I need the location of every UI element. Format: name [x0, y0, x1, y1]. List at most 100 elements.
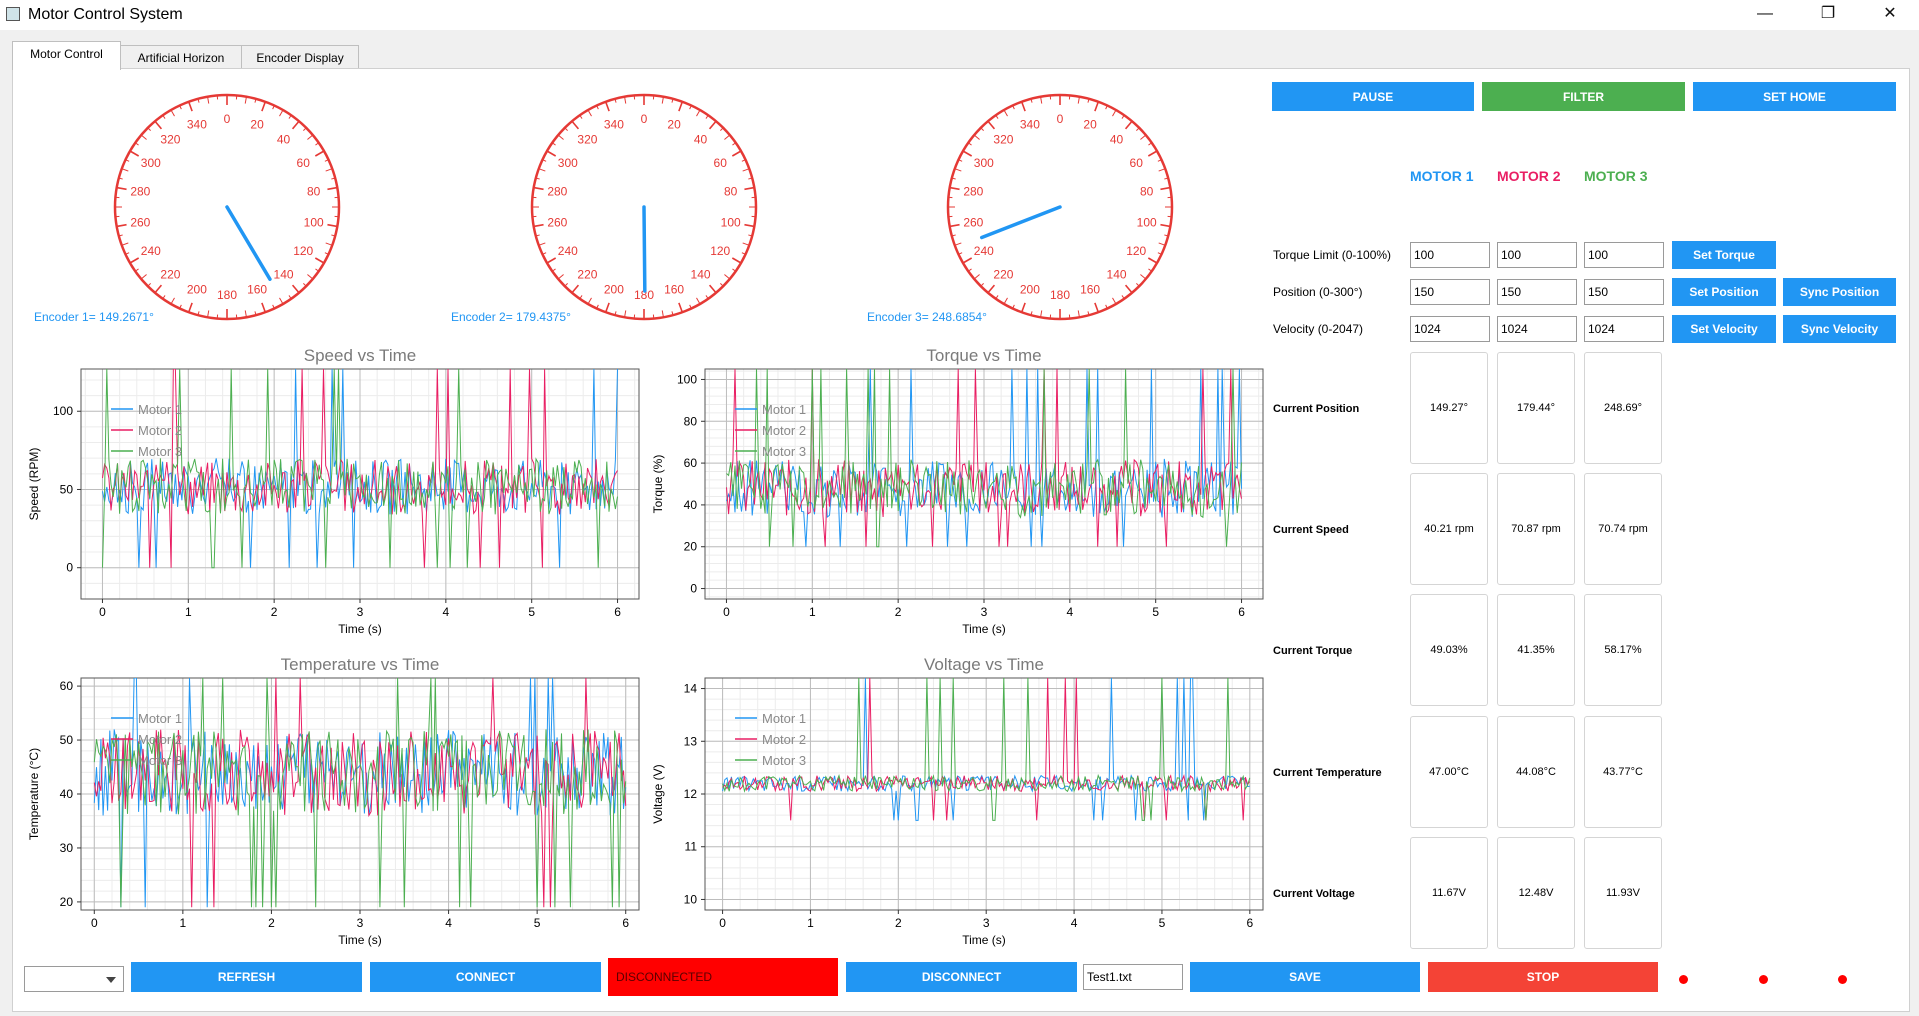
- gauge-tick: [1136, 127, 1140, 131]
- torque-input-motor-1[interactable]: [1410, 242, 1490, 268]
- gauge-tick-label: 120: [710, 244, 730, 258]
- gauge-tick: [579, 114, 583, 119]
- gauge-tick: [995, 114, 999, 119]
- gauge-tick: [279, 297, 284, 305]
- minimize-icon[interactable]: —: [1757, 5, 1773, 22]
- temperature-card-motor-1: 47.00°C: [1410, 716, 1488, 828]
- gauge-tick: [125, 159, 130, 162]
- position-input-motor-3[interactable]: [1584, 279, 1664, 305]
- x-axis-label: Time (s): [962, 933, 1006, 947]
- torque-input-motor-3[interactable]: [1584, 242, 1664, 268]
- chart-canvas: Temperature vs Time 0 1 2 3 4 5 6 20 30 40 50 60 Time…: [27, 655, 640, 947]
- gauge-tick: [1124, 284, 1133, 294]
- gauge-tick-label: 340: [187, 117, 207, 131]
- gauge-tick: [1087, 311, 1090, 316]
- gauge-tick: [129, 150, 140, 157]
- velocity-input-motor-3[interactable]: [1584, 316, 1664, 342]
- gauge-tick-label: 320: [993, 133, 1013, 147]
- gauge-tick: [731, 257, 742, 264]
- gauge-tick: [254, 311, 257, 316]
- y-tick-label: 0: [690, 582, 697, 596]
- gauge-tick: [973, 134, 980, 140]
- set-home-button[interactable]: SET HOME: [1693, 82, 1896, 111]
- current-temperature-label: Current Temperature: [1273, 767, 1382, 779]
- x-tick-label: 5: [1152, 605, 1159, 619]
- gauge-tick: [987, 120, 996, 130]
- gauge-tick-label: 40: [1110, 133, 1124, 147]
- encoder-3-label: Encoder 3= 248.6854°: [867, 310, 987, 324]
- sync-position-button[interactable]: Sync Position: [1783, 278, 1896, 306]
- gauge-tick: [1077, 310, 1080, 318]
- gauge-tick: [954, 242, 962, 246]
- gauge-tick: [1160, 223, 1171, 228]
- set-velocity-button[interactable]: Set Velocity: [1672, 315, 1776, 343]
- set-torque-button[interactable]: Set Torque: [1672, 241, 1776, 269]
- tab-encoder-display[interactable]: Encoder Display: [241, 45, 359, 69]
- stop-button[interactable]: STOP: [1428, 962, 1658, 992]
- gauge-tick: [179, 304, 182, 309]
- gauge-tick-label: 160: [664, 283, 684, 297]
- x-tick-label: 2: [895, 605, 902, 619]
- refresh-button[interactable]: REFRESH: [131, 962, 362, 992]
- restore-icon[interactable]: ❐: [1820, 5, 1836, 22]
- gauge-tick: [958, 252, 963, 255]
- set-position-button[interactable]: Set Position: [1672, 278, 1776, 306]
- speed-card-motor-1: 40.21 rpm: [1410, 473, 1488, 585]
- gauge-tick: [314, 257, 325, 264]
- speed-value: 70.74 rpm: [1598, 523, 1648, 535]
- gauge-tick: [973, 274, 980, 280]
- gauge-tick: [741, 252, 746, 255]
- gauge-tick: [951, 234, 956, 237]
- gauge-tick: [140, 274, 147, 280]
- port-select[interactable]: [24, 966, 124, 992]
- gauge-tick-label: 0: [1057, 112, 1064, 126]
- gauge-tick-label: 120: [1126, 244, 1146, 258]
- gauge-tick-label: 300: [558, 156, 578, 170]
- gauge-tick: [207, 310, 210, 318]
- series-group: [102, 369, 618, 569]
- disconnect-button[interactable]: DISCONNECT: [846, 962, 1077, 992]
- gauge-tick: [244, 96, 247, 104]
- gauge-tick-label: 280: [547, 185, 567, 199]
- pause-button[interactable]: PAUSE: [1272, 82, 1474, 111]
- gauge-tick-label: 140: [274, 267, 294, 281]
- gauge-tick: [980, 283, 984, 287]
- gauge-tick: [949, 186, 960, 191]
- filter-button[interactable]: FILTER: [1482, 82, 1685, 111]
- x-tick-label: 2: [268, 916, 275, 930]
- x-tick-label: 6: [1246, 916, 1253, 930]
- gauge-tick-label: 340: [604, 117, 624, 131]
- gauge-tick: [661, 96, 664, 104]
- velocity-input-motor-2[interactable]: [1497, 316, 1577, 342]
- position-input-motor-1[interactable]: [1410, 279, 1490, 305]
- position-input-motor-2[interactable]: [1497, 279, 1577, 305]
- gauge-tick: [671, 98, 674, 103]
- gauge-tick: [315, 142, 320, 146]
- gauge-tick: [121, 168, 129, 172]
- close-icon[interactable]: ✕: [1883, 5, 1897, 22]
- gauge-tick: [744, 186, 755, 191]
- gauge-tick: [162, 114, 166, 119]
- tab-artificial-horizon[interactable]: Artificial Horizon: [120, 45, 242, 69]
- velocity-input-motor-1[interactable]: [1410, 316, 1490, 342]
- gauge-tick: [170, 297, 175, 305]
- gauge-tick: [708, 284, 717, 294]
- save-button[interactable]: SAVE: [1190, 962, 1420, 992]
- tab-motor-control[interactable]: Motor Control: [12, 41, 121, 70]
- gauge-tick: [689, 304, 692, 309]
- y-tick-label: 50: [60, 733, 74, 747]
- x-tick-label: 5: [1159, 916, 1166, 930]
- legend-label: Motor 1: [138, 402, 182, 417]
- connect-button[interactable]: CONNECT: [370, 962, 601, 992]
- torque-input-motor-2[interactable]: [1497, 242, 1577, 268]
- gauge-tick-label: 0: [224, 112, 231, 126]
- legend-label: Motor 2: [138, 423, 182, 438]
- sync-velocity-button[interactable]: Sync Velocity: [1783, 315, 1896, 343]
- gauge-tick: [1094, 302, 1100, 313]
- gauge-tick: [1030, 98, 1033, 103]
- x-tick-label: 1: [185, 605, 192, 619]
- filename-input[interactable]: [1083, 964, 1183, 990]
- gauge-tick: [291, 284, 300, 294]
- gauge-tick: [1077, 96, 1080, 104]
- gauge-tick: [579, 295, 583, 300]
